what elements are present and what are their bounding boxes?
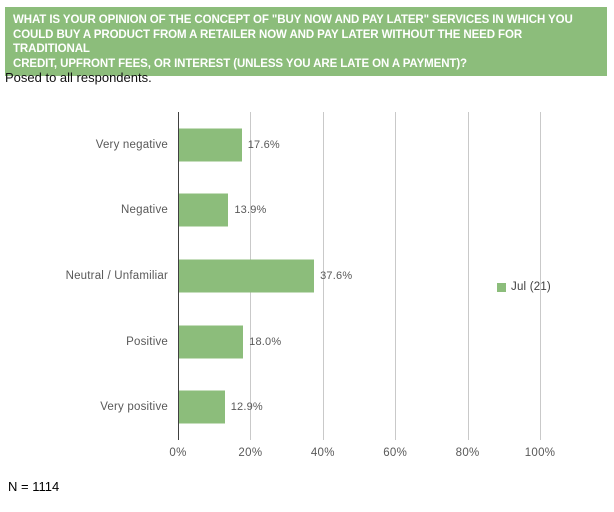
question-line-3: CREDIT, UPFRONT FEES, OR INTEREST (UNLES… (13, 57, 467, 70)
legend-swatch-icon (497, 282, 506, 292)
chart-row: Very positive 12.9% (100, 374, 540, 440)
x-axis-labels: 0% 20% 40% 60% 80% 100% (169, 447, 555, 461)
sample-size-note: N = 1114 (8, 479, 60, 494)
question-header: WHAT IS YOUR OPINION OF THE CONCEPT OF "… (5, 7, 607, 77)
category-label: Negative (121, 204, 168, 217)
bar (178, 128, 242, 162)
chart-row: Positive 18.0% (126, 309, 540, 375)
value-label: 17.6% (247, 138, 280, 151)
x-tick-label: 20% (238, 447, 263, 459)
gridline (540, 112, 541, 440)
gridline (322, 112, 324, 440)
x-tick-label: 40% (310, 447, 335, 459)
bar (178, 325, 244, 359)
x-tick-label: 60% (383, 447, 408, 459)
question-line-1: WHAT IS YOUR OPINION OF THE CONCEPT OF "… (13, 14, 573, 26)
category-label: Very negative (95, 138, 168, 151)
value-label: 13.9% (234, 204, 267, 217)
category-label: Very positive (100, 401, 168, 414)
bar (178, 390, 225, 424)
value-label: 18.0% (249, 335, 282, 348)
value-label: 12.9% (230, 401, 263, 414)
plot-area: Very negative 17.6% Negative 13.9% Neutral /… (66, 112, 541, 440)
legend: Jul (21) (497, 281, 551, 293)
x-tick-label: 100% (524, 447, 556, 459)
legend-label: Jul (21) (511, 281, 551, 293)
value-label: 37.6% (320, 269, 353, 282)
category-label: Positive (126, 335, 168, 348)
x-tick-label: 80% (455, 447, 480, 459)
chart-subtitle: Posed to all respondents. (5, 70, 152, 85)
category-label: Neutral / Unfamiliar (65, 269, 168, 282)
chart-row: Neutral / Unfamiliar 37.6% (66, 243, 540, 309)
chart-row: Negative 13.9% (121, 178, 540, 244)
bar (178, 259, 315, 293)
chart-row: Very negative 17.6% (96, 112, 540, 178)
gridline (467, 112, 469, 440)
y-axis-line (178, 112, 179, 440)
bar (178, 193, 229, 227)
gridline (395, 112, 397, 440)
question-line-2: COULD BUY A PRODUCT FROM A RETAILER NOW … (13, 28, 523, 56)
x-tick-label: 0% (169, 447, 187, 459)
